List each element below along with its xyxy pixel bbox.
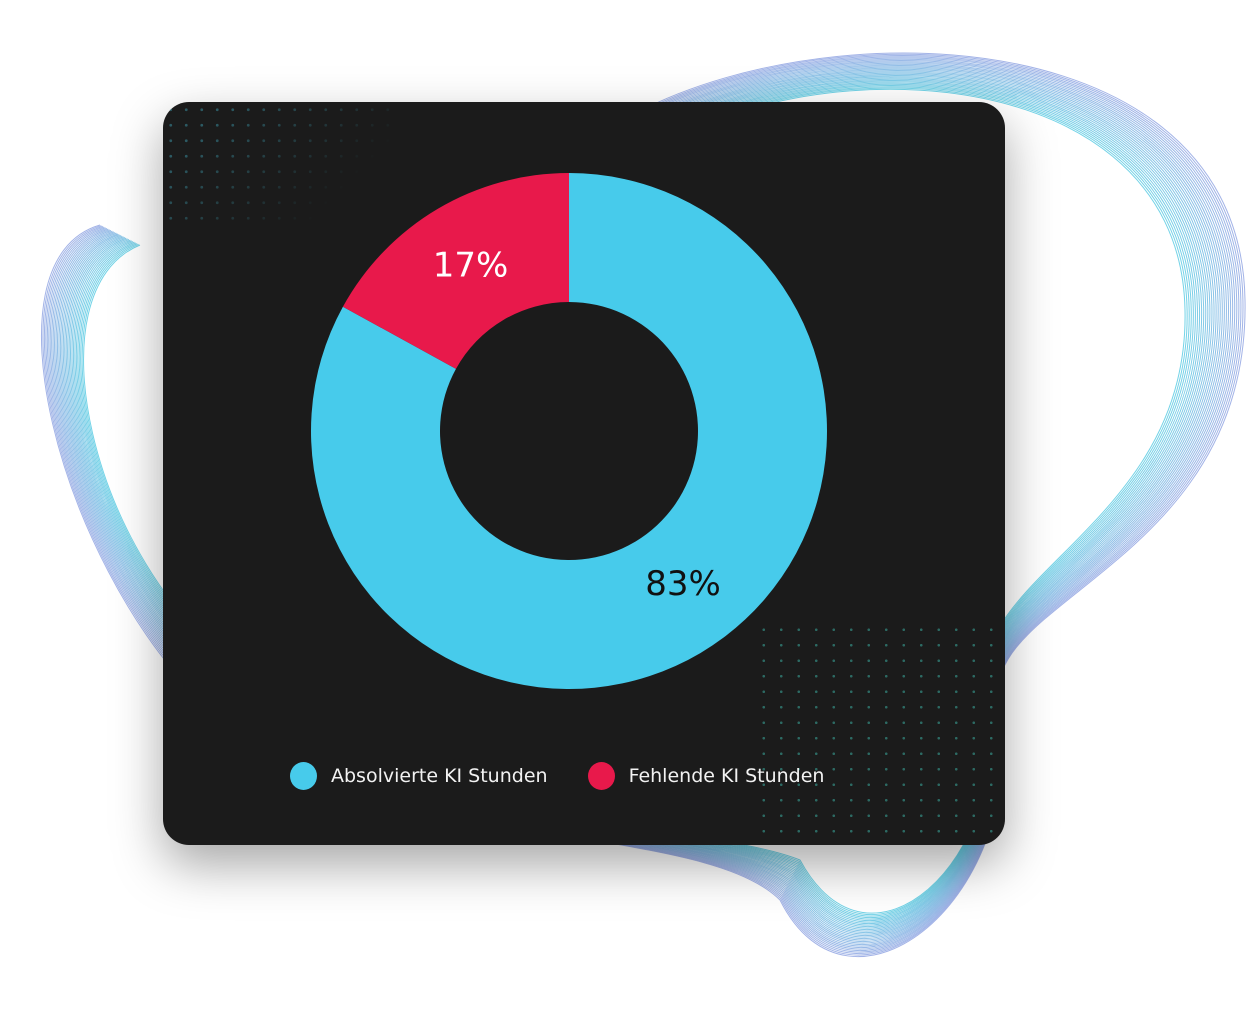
wave-line (42, 53, 1244, 956)
data-label-0: 83% (645, 564, 721, 604)
legend-item-absolvierte: Absolvierte KI Stunden (290, 762, 548, 790)
dot-pattern (755, 622, 1005, 845)
legend-swatch (290, 762, 317, 790)
legend: Absolvierte KI Stunden Fehlende KI Stund… (290, 762, 864, 790)
chart-card: 83% 17% Absolvierte KI Stunden Fehlende K… (163, 102, 1005, 845)
wave-line (43, 55, 1242, 955)
legend-item-fehlende: Fehlende KI Stunden (587, 762, 825, 790)
donut-chart: 83% 17% (310, 173, 827, 689)
legend-swatch (587, 762, 615, 790)
wave-line (45, 56, 1240, 953)
legend-label: Absolvierte KI Stunden (331, 765, 548, 787)
legend-label: Fehlende KI Stunden (628, 765, 825, 787)
donut-slice-1 (342, 173, 569, 369)
data-label-1: 17% (433, 245, 509, 285)
dot-pattern (163, 102, 393, 232)
donut-slice-0 (310, 173, 827, 689)
wave-line (40, 52, 1246, 958)
